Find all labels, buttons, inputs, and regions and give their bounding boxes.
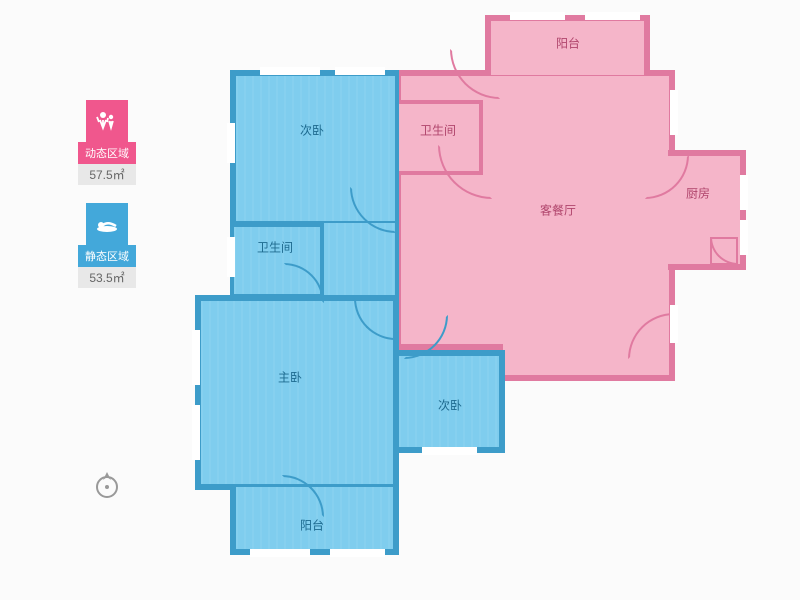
label-kitchen: 厨房 [686, 185, 710, 202]
label-bathroom-1: 卫生间 [420, 122, 456, 139]
legend-dynamic-value: 57.5㎡ [78, 164, 136, 185]
people-icon [86, 100, 128, 142]
label-balcony-1: 阳台 [556, 35, 580, 52]
label-master-bedroom: 主卧 [278, 369, 302, 386]
window-tick [250, 549, 310, 557]
window-tick [192, 330, 200, 385]
window-tick [335, 67, 385, 75]
label-living-dining: 客餐厅 [540, 202, 576, 219]
label-secondary-bedroom-1: 次卧 [300, 122, 324, 139]
compass-icon [92, 470, 122, 500]
window-tick [192, 405, 200, 460]
label-balcony-2: 阳台 [300, 517, 324, 534]
label-bathroom-2: 卫生间 [257, 239, 293, 256]
window-tick [227, 123, 235, 163]
window-tick [585, 12, 640, 20]
window-tick [227, 237, 235, 277]
window-tick [740, 220, 748, 255]
floor-plan: 次卧 卫生间 主卧 次卧 阳台 卫生间 客餐厅 阳台 厨房 [190, 15, 750, 580]
legend-static: 静态区域 53.5㎡ [78, 203, 136, 288]
sleep-icon [86, 203, 128, 245]
label-secondary-bedroom-2: 次卧 [438, 397, 462, 414]
window-tick [670, 90, 678, 135]
legend-static-value: 53.5㎡ [78, 267, 136, 288]
window-tick [740, 175, 748, 210]
legend-dynamic-label: 动态区域 [78, 142, 136, 164]
window-tick [422, 447, 477, 455]
window-tick [330, 549, 385, 557]
legend-static-label: 静态区域 [78, 245, 136, 267]
legend-dynamic: 动态区域 57.5㎡ [78, 100, 136, 185]
window-tick [510, 12, 565, 20]
legend-panel: 动态区域 57.5㎡ 静态区域 53.5㎡ [78, 100, 136, 306]
room-corridor [320, 223, 399, 298]
window-tick [670, 305, 678, 343]
window-tick [260, 67, 320, 75]
